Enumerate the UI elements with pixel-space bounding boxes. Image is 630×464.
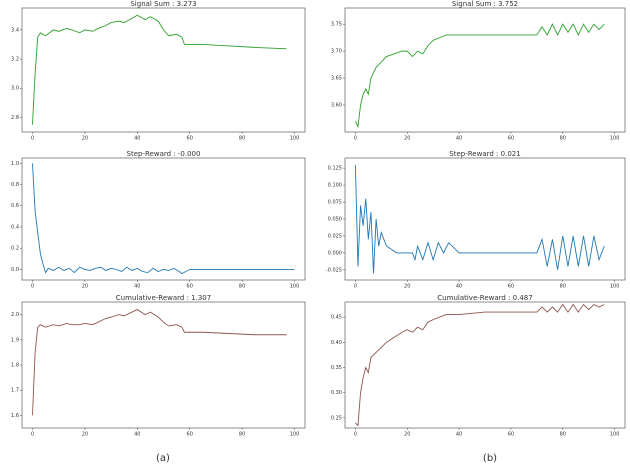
y-tick-label: 1.7 [11, 388, 19, 394]
x-tick-label: 60 [508, 432, 514, 438]
x-tick-label: 100 [290, 136, 300, 142]
y-tick-label: 0.125 [328, 166, 342, 172]
y-tick-label: 0.45 [331, 315, 342, 321]
x-tick-label: 80 [239, 136, 245, 142]
y-tick-label: 3.4 [11, 27, 19, 33]
y-tick-label: 0.075 [328, 200, 342, 206]
y-tick-label: 0.000 [328, 250, 342, 256]
plot-frame [344, 157, 626, 281]
x-tick-label: 20 [404, 284, 410, 290]
y-tick-label: 0.8 [11, 182, 19, 188]
line-series [355, 303, 605, 427]
x-tick-label: 20 [82, 432, 88, 438]
x-tick-label: 20 [82, 284, 88, 290]
x-tick-label: 100 [610, 136, 620, 142]
plot-frame [344, 7, 626, 133]
x-tick-label: 20 [82, 136, 88, 142]
line-series [354, 164, 605, 274]
x-tick-label: 40 [456, 284, 462, 290]
chart-title: Cumulative-Reward : 1.307 [116, 294, 211, 302]
y-tick-label: 0.2 [11, 246, 19, 252]
y-tick-label: 1.9 [11, 337, 19, 343]
x-tick-label: 40 [456, 136, 462, 142]
x-tick-label: 80 [560, 284, 566, 290]
x-tick-label: 60 [508, 136, 514, 142]
y-tick-label: 3.75 [331, 22, 342, 28]
y-tick-label: 1.6 [11, 413, 19, 419]
x-tick-label: 0 [31, 136, 34, 142]
chart-title: Cumulative-Reward : 0.487 [437, 294, 532, 302]
line-series [32, 163, 295, 275]
x-tick-label: 100 [610, 432, 620, 438]
y-tick-label: 2.0 [11, 312, 19, 318]
x-tick-label: 100 [290, 284, 300, 290]
y-tick-label: -0.025 [326, 267, 342, 273]
plot-frame [21, 7, 306, 133]
y-tick-label: 0.100 [328, 183, 342, 189]
y-tick-label: 0.25 [331, 415, 342, 421]
line-series [354, 23, 605, 129]
x-tick-label: 0 [31, 432, 34, 438]
y-tick-label: 3.70 [331, 49, 342, 55]
x-tick-label: 80 [560, 136, 566, 142]
x-tick-label: 20 [404, 136, 410, 142]
y-tick-label: 0.4 [11, 224, 19, 230]
chart-title: Signal Sum : 3.752 [452, 0, 518, 8]
x-tick-label: 100 [610, 284, 620, 290]
plot-frame [344, 301, 626, 429]
plot-frame [21, 301, 306, 429]
x-tick-label: 60 [187, 136, 193, 142]
x-tick-label: 40 [134, 284, 140, 290]
y-tick-label: 0.6 [11, 203, 19, 209]
x-tick-label: 0 [354, 432, 357, 438]
chart-title: Signal Sum : 3.273 [130, 0, 196, 8]
y-tick-label: 0.050 [328, 217, 342, 223]
x-tick-label: 80 [560, 432, 566, 438]
x-tick-label: 0 [354, 136, 357, 142]
caption: (b) [483, 453, 497, 464]
y-tick-label: 0.30 [331, 390, 342, 396]
line-series [32, 14, 287, 125]
y-tick-label: 0.025 [328, 233, 342, 239]
y-tick-label: 0.40 [331, 340, 342, 346]
y-tick-label: 3.0 [11, 86, 19, 92]
x-tick-label: 40 [134, 432, 140, 438]
x-tick-label: 60 [187, 284, 193, 290]
y-tick-label: 3.60 [331, 103, 342, 109]
x-tick-label: 40 [134, 136, 140, 142]
x-tick-label: 80 [239, 432, 245, 438]
x-tick-label: 20 [404, 432, 410, 438]
y-tick-label: 2.8 [11, 115, 19, 121]
y-tick-label: 3.65 [331, 76, 342, 82]
chart-title: Step-Reward : -0.000 [127, 150, 201, 158]
line-series [32, 309, 287, 416]
x-tick-label: 60 [508, 284, 514, 290]
x-tick-label: 40 [456, 432, 462, 438]
x-tick-label: 0 [354, 284, 357, 290]
y-tick-label: 3.2 [11, 57, 19, 63]
x-tick-label: 80 [239, 284, 245, 290]
y-tick-label: 0.0 [11, 267, 19, 273]
caption: (a) [156, 453, 170, 464]
y-tick-label: 1.8 [11, 363, 19, 369]
y-tick-label: 0.35 [331, 365, 342, 371]
x-tick-label: 60 [187, 432, 193, 438]
x-tick-label: 100 [290, 432, 300, 438]
x-tick-label: 0 [31, 284, 34, 290]
chart-title: Step-Reward : 0.021 [449, 150, 520, 158]
plot-frame [21, 157, 306, 281]
y-tick-label: 1.0 [11, 161, 19, 167]
